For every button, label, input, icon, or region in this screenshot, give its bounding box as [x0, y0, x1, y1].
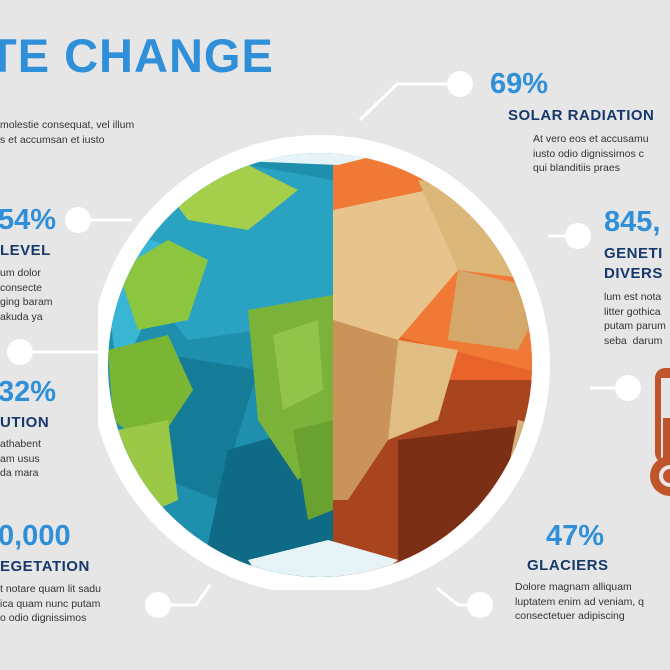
node-vegetation [145, 592, 171, 618]
node-solar [447, 71, 473, 97]
page-title: TE CHANGE [0, 29, 274, 82]
label-pollution: UTION [0, 414, 50, 431]
text-solar-radiation: At vero eos et accusamu iusto odio digni… [533, 133, 649, 174]
stat-glaciers: 47% [546, 520, 605, 552]
label-genetic-diversity: GENETI DIVERS [604, 245, 663, 282]
stat-sea-level: 54% [0, 204, 57, 236]
node-glaciers [467, 592, 493, 618]
stat-pollution: 32% [0, 376, 57, 408]
label-glaciers: GLACIERS [527, 557, 609, 574]
text-sea-level: um dolor consecte ging baram akuda ya [0, 267, 53, 323]
node-level [65, 207, 91, 233]
node-pollution [7, 339, 33, 365]
stat-solar-radiation: 69% [490, 68, 549, 100]
thermometer-icon [650, 368, 670, 496]
globe-illustration [90, 120, 568, 595]
label-sea-level: LEVEL [0, 242, 51, 259]
text-pollution: athabent am usus da mara [0, 438, 41, 479]
node-genetic [565, 223, 591, 249]
stat-genetic-diversity: 845, [604, 206, 661, 238]
stat-vegetation: 0,000 [0, 520, 71, 552]
label-vegetation: EGETATION [0, 558, 90, 575]
text-glaciers: Dolore magnam alliquam luptatem enim ad … [515, 581, 644, 622]
label-solar-radiation: SOLAR RADIATION [508, 107, 655, 124]
text-genetic-diversity: lum est nota litter gothica putam parum … [604, 291, 666, 347]
text-vegetation: t notare quam lit sadu ica quam nunc put… [0, 583, 101, 624]
intro-text: molestie consequat, vel illum s et accum… [0, 119, 135, 146]
node-thermo [615, 375, 641, 401]
